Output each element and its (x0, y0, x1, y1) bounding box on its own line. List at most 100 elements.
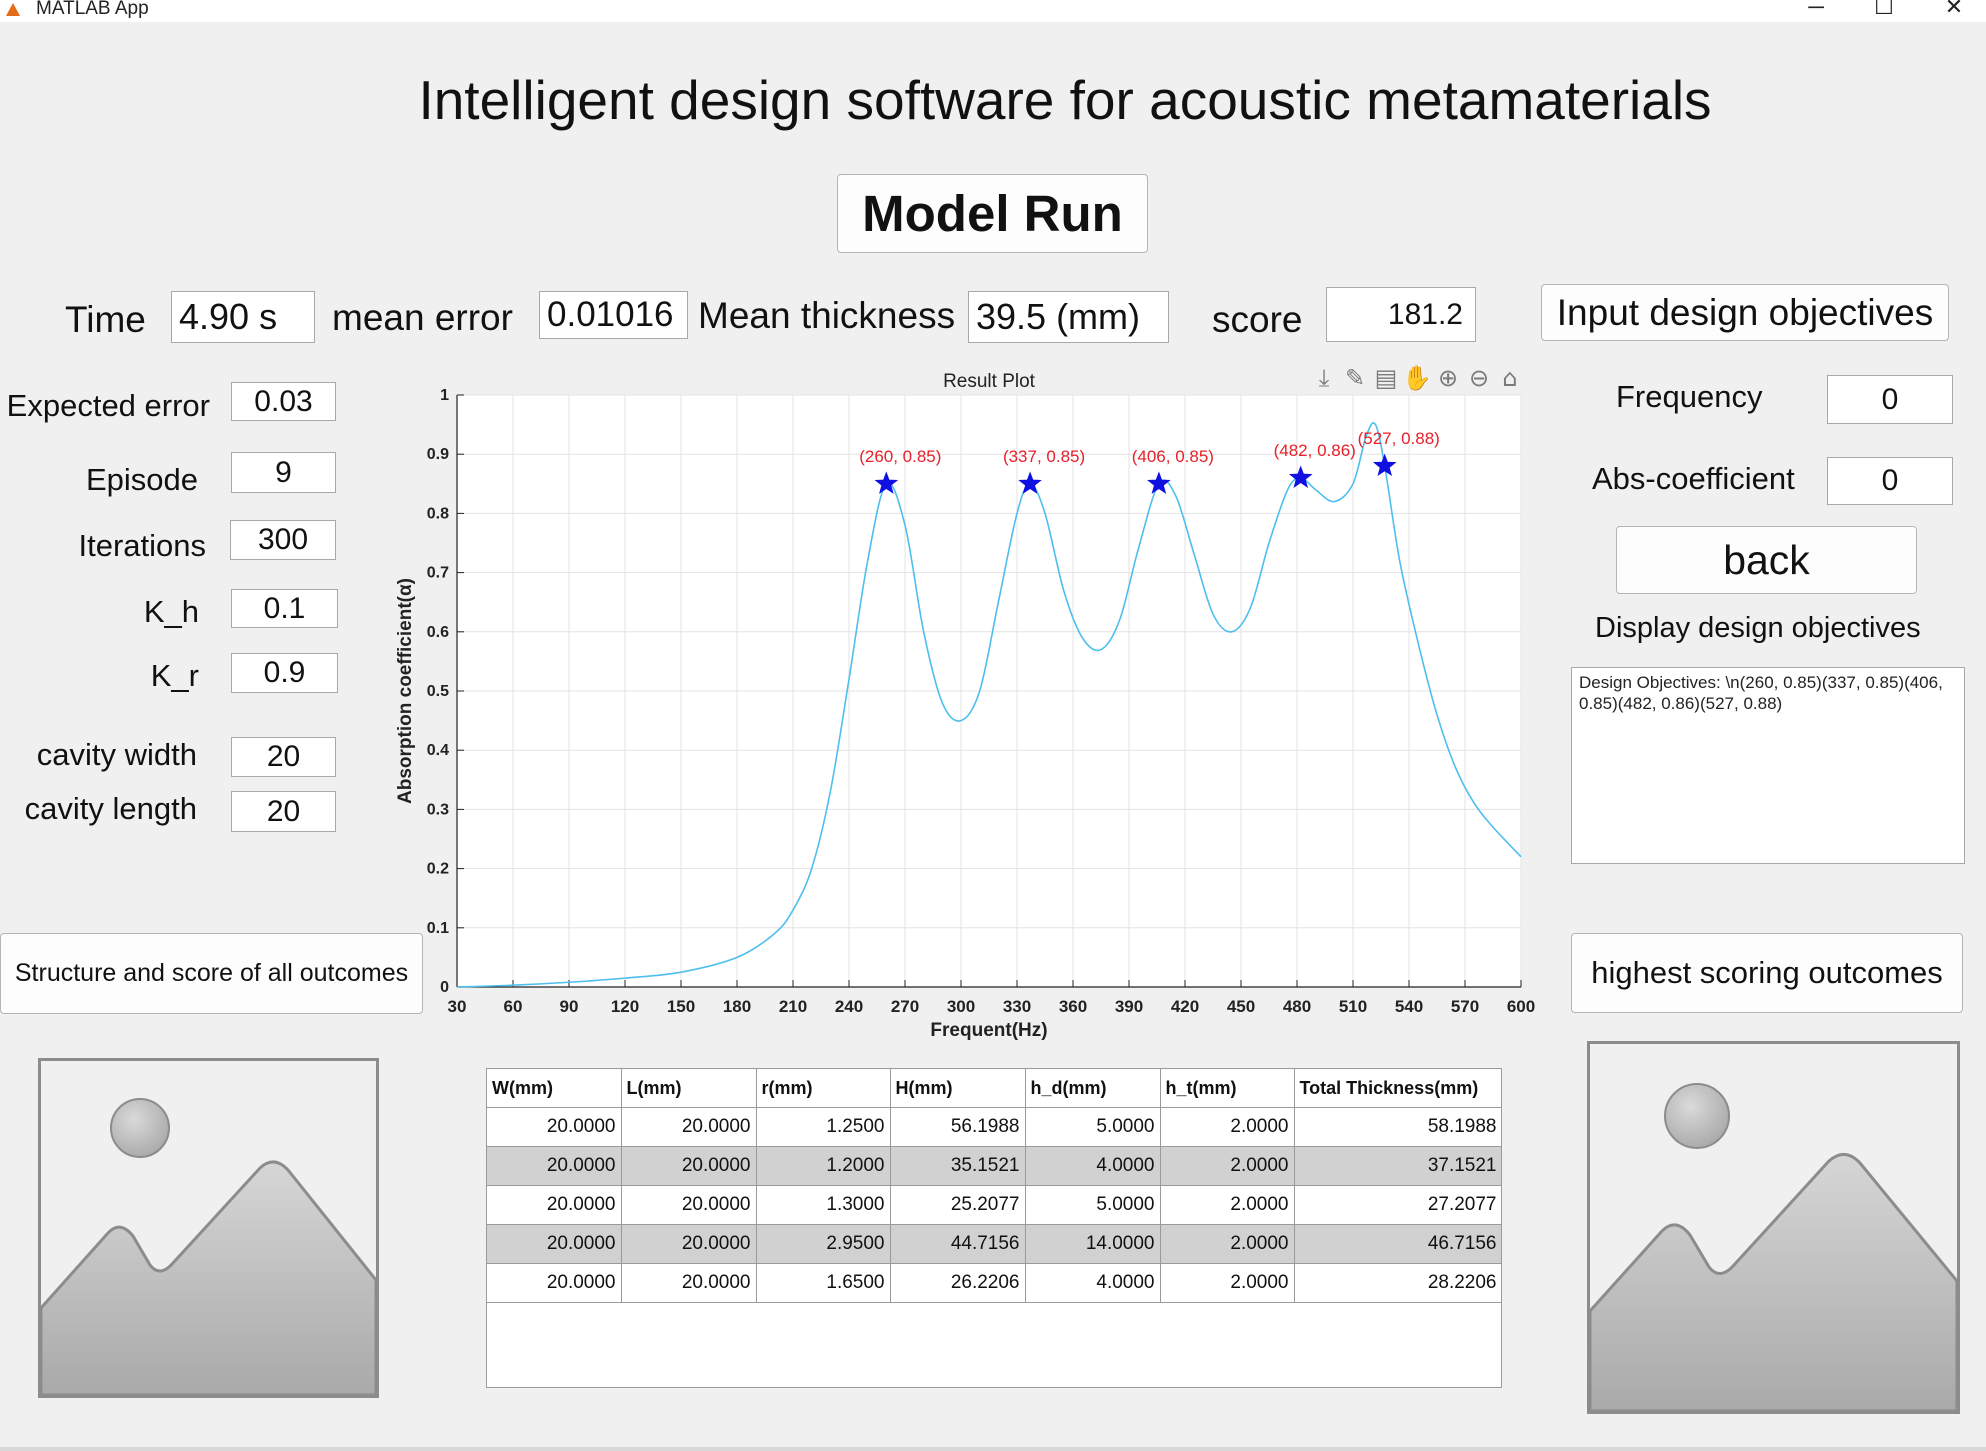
table-cell[interactable]: 35.1521 (890, 1146, 1026, 1186)
x-tick-label: 450 (1227, 997, 1255, 1016)
export-icon[interactable]: ⤓ (1319, 364, 1330, 392)
highest-outcomes-button[interactable]: highest scoring outcomes (1571, 933, 1963, 1013)
column-header-h-d[interactable]: h_d(mm) (1025, 1069, 1161, 1108)
table-cell[interactable]: 37.1521 (1294, 1146, 1501, 1186)
result-plot[interactable]: 30 60 90 120 150 180 210 240 270 300 330 360 390 420 4… (386, 360, 1538, 1060)
x-tick-label: 480 (1283, 997, 1311, 1016)
window-titlebar: MATLAB App ─ ☐ ✕ (0, 0, 1986, 22)
table-cell[interactable]: 4.0000 (1025, 1263, 1161, 1303)
table-cell[interactable]: 4.0000 (1025, 1146, 1161, 1186)
table-cell[interactable]: 20.0000 (487, 1224, 622, 1264)
cavity-length-field[interactable]: 20 (231, 791, 336, 832)
time-field[interactable]: 4.90 s (171, 291, 315, 343)
table-cell[interactable]: 27.2077 (1294, 1185, 1501, 1225)
x-tick-label: 120 (611, 997, 639, 1016)
table-cell[interactable]: 1.3000 (756, 1185, 891, 1225)
all-outcomes-button[interactable]: Structure and score of all outcomes (0, 933, 423, 1014)
minimize-button[interactable]: ─ (1808, 0, 1824, 19)
table-cell[interactable]: 2.0000 (1160, 1263, 1295, 1303)
episode-label: Episode (85, 462, 198, 497)
x-tick-label: 150 (667, 997, 695, 1016)
k-r-label: K_r (150, 658, 199, 693)
datatip-icon[interactable]: ▤ (1375, 364, 1398, 392)
objectives-textarea[interactable]: Design Objectives: \n(260, 0.85)(337, 0.… (1571, 667, 1965, 864)
table-cell[interactable]: 20.0000 (487, 1185, 622, 1225)
table-cell[interactable]: 56.1988 (890, 1107, 1026, 1147)
table-cell[interactable]: 14.0000 (1025, 1224, 1161, 1264)
abs-coefficient-field[interactable]: 0 (1827, 457, 1953, 505)
table-cell[interactable]: 20.0000 (621, 1224, 757, 1264)
score-field[interactable]: 181.2 (1326, 287, 1476, 342)
table-row[interactable]: 20.0000 20.0000 1.6500 26.2206 4.0000 2.… (487, 1263, 1501, 1303)
pan-icon[interactable]: ✋ (1402, 364, 1432, 392)
zoom-out-icon[interactable]: ⊖ (1469, 364, 1489, 392)
peak-data-label: (527, 0.88) (1358, 429, 1440, 448)
table-cell[interactable]: 1.2500 (756, 1107, 891, 1147)
table-cell[interactable]: 58.1988 (1294, 1107, 1501, 1147)
mean-thickness-field[interactable]: 39.5 (mm) (968, 291, 1169, 343)
k-h-field[interactable]: 0.1 (231, 589, 338, 628)
frequency-label: Frequency (1616, 379, 1763, 414)
brush-icon[interactable]: ✎ (1345, 364, 1365, 392)
table-cell[interactable]: 20.0000 (621, 1185, 757, 1225)
table-cell[interactable]: 20.0000 (487, 1146, 622, 1186)
table-cell[interactable]: 26.2206 (890, 1263, 1026, 1303)
episode-field[interactable]: 9 (231, 452, 336, 493)
results-table[interactable]: W(mm) L(mm) r(mm) H(mm) h_d(mm) h_t(mm) … (486, 1068, 1502, 1388)
model-run-button[interactable]: Model Run (837, 174, 1148, 253)
close-button[interactable]: ✕ (1944, 0, 1964, 19)
table-row[interactable]: 20.0000 20.0000 1.2000 35.1521 4.0000 2.… (487, 1146, 1501, 1186)
input-design-objectives-button[interactable]: Input design objectives (1541, 284, 1949, 341)
back-button[interactable]: back (1616, 526, 1917, 594)
zoom-in-icon[interactable]: ⊕ (1438, 364, 1458, 392)
mean-error-field[interactable]: 0.01016 (539, 291, 688, 339)
table-cell[interactable]: 5.0000 (1025, 1185, 1161, 1225)
home-icon[interactable]: ⌂ (1502, 364, 1517, 392)
table-cell[interactable]: 20.0000 (487, 1107, 622, 1147)
table-cell[interactable]: 1.6500 (756, 1263, 891, 1303)
table-cell[interactable]: 28.2206 (1294, 1263, 1501, 1303)
table-cell[interactable]: 20.0000 (487, 1263, 622, 1303)
table-cell[interactable]: 25.2077 (890, 1185, 1026, 1225)
table-cell[interactable]: 2.0000 (1160, 1146, 1295, 1186)
y-tick-label: 0.6 (427, 624, 449, 641)
column-header-h-t[interactable]: h_t(mm) (1160, 1069, 1295, 1108)
table-row[interactable]: 20.0000 20.0000 1.2500 56.1988 5.0000 2.… (487, 1107, 1501, 1147)
table-cell[interactable]: 2.0000 (1160, 1185, 1295, 1225)
display-objectives-label: Display design objectives (1595, 612, 1921, 644)
table-cell[interactable]: 5.0000 (1025, 1107, 1161, 1147)
column-header-h[interactable]: H(mm) (890, 1069, 1026, 1108)
table-cell[interactable]: 2.0000 (1160, 1107, 1295, 1147)
column-header-total-thickness[interactable]: Total Thickness(mm) (1294, 1069, 1501, 1108)
x-tick-label: 180 (723, 997, 751, 1016)
table-row[interactable]: 20.0000 20.0000 1.3000 25.2077 5.0000 2.… (487, 1185, 1501, 1225)
expected-error-field[interactable]: 0.03 (231, 382, 336, 421)
k-r-field[interactable]: 0.9 (231, 653, 338, 693)
x-tick-label: 30 (448, 997, 467, 1016)
peak-marker-star (1147, 471, 1171, 494)
table-cell[interactable]: 1.2000 (756, 1146, 891, 1186)
peak-marker-star (1288, 465, 1313, 488)
column-header-w[interactable]: W(mm) (487, 1069, 622, 1108)
y-axis-label: Absorption coefficient(α) (395, 578, 416, 804)
maximize-button[interactable]: ☐ (1874, 0, 1894, 19)
x-axis-label: Frequent(Hz) (930, 1020, 1047, 1041)
peak-data-label: (406, 0.85) (1132, 447, 1214, 466)
score-label: score (1212, 299, 1303, 340)
table-cell[interactable]: 20.0000 (621, 1146, 757, 1186)
y-tick-label: 0.9 (427, 446, 449, 463)
table-row[interactable]: 20.0000 20.0000 2.9500 44.7156 14.0000 2… (487, 1224, 1501, 1264)
table-cell[interactable]: 2.0000 (1160, 1224, 1295, 1264)
column-header-r[interactable]: r(mm) (756, 1069, 891, 1108)
frequency-field[interactable]: 0 (1827, 375, 1953, 424)
table-cell[interactable]: 20.0000 (621, 1107, 757, 1147)
table-cell[interactable]: 44.7156 (890, 1224, 1026, 1264)
table-cell[interactable]: 2.9500 (756, 1224, 891, 1264)
mean-thickness-label: Mean thickness (698, 295, 956, 336)
cavity-width-field[interactable]: 20 (231, 737, 336, 777)
window-bottom-border (0, 1447, 1986, 1451)
table-cell[interactable]: 46.7156 (1294, 1224, 1501, 1264)
iterations-field[interactable]: 300 (230, 520, 336, 560)
column-header-l[interactable]: L(mm) (621, 1069, 757, 1108)
table-cell[interactable]: 20.0000 (621, 1263, 757, 1303)
